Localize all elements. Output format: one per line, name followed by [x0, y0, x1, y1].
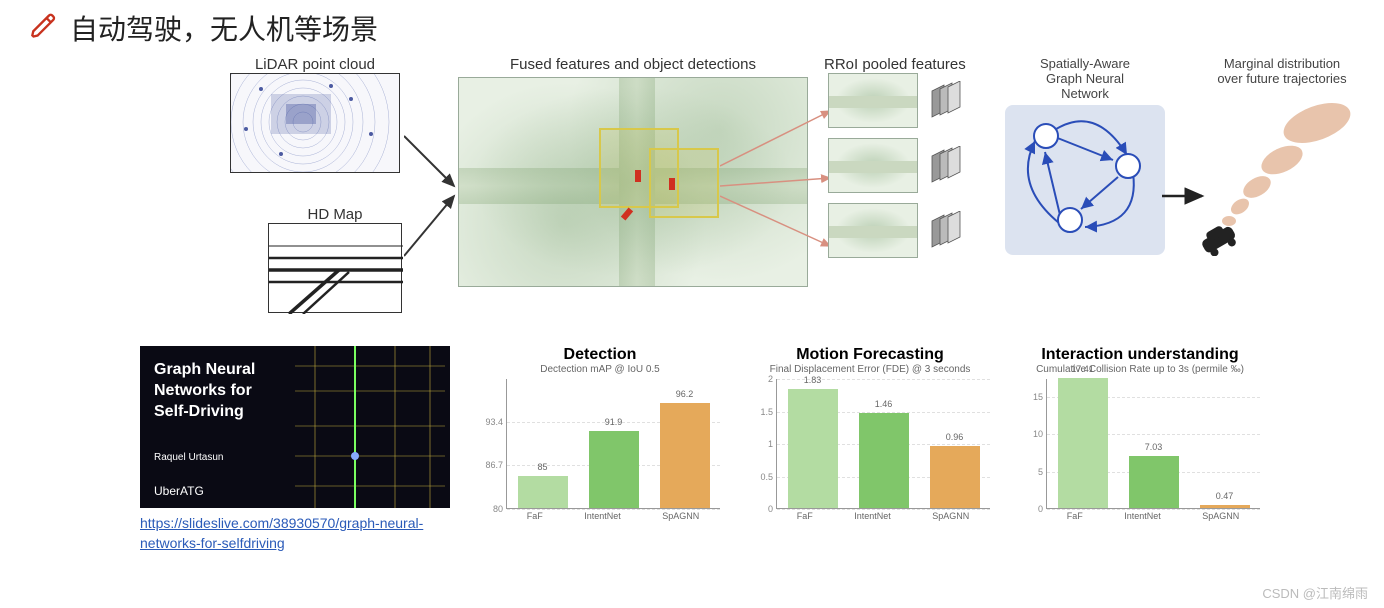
page-header: 自动驾驶，无人机等场景 [0, 0, 1384, 56]
bar-IntentNet: 91.9 [589, 431, 639, 508]
bar-SpAGNN: 96.2 [660, 403, 710, 508]
chart-interaction: Interaction understanding Cumulative Col… [1020, 346, 1260, 521]
chart-area: 00.511.52 1.83 1.46 0.96 [776, 379, 990, 509]
gnn-title-2: Graph Neural [1000, 71, 1170, 86]
chart-title: Detection [480, 346, 720, 364]
xlabel: SpAGNN [932, 511, 969, 521]
slide-thumbnail: Graph Neural Networks for Self-Driving R… [140, 346, 450, 553]
chart-title: Interaction understanding [1020, 346, 1260, 364]
xlabel: FaF [1067, 511, 1083, 521]
rroi-image [828, 203, 918, 258]
watermark: CSDN @江南绵雨 [1262, 583, 1368, 602]
lidar-block: LiDAR point cloud [230, 56, 400, 173]
hdmap-label: HD Map [268, 206, 402, 223]
slide-image: Graph Neural Networks for Self-Driving R… [140, 346, 450, 508]
cnn-stack-icon [926, 146, 966, 186]
car-icon [1196, 224, 1244, 256]
fused-label: Fused features and object detections [458, 56, 808, 73]
slide-link[interactable]: https://slideslive.com/38930570/graph-ne… [140, 514, 450, 553]
xlabel: FaF [527, 511, 543, 521]
bar-FaF: 85 [518, 476, 568, 509]
xlabel: SpAGNN [662, 511, 699, 521]
pencil-icon [30, 12, 58, 45]
bar-IntentNet: 7.03 [1129, 456, 1179, 508]
chart-subtitle: Dectection mAP @ IoU 0.5 [480, 364, 720, 375]
arrow-inputs-to-fused [404, 126, 464, 266]
rroi-item [828, 203, 1008, 258]
rroi-item [828, 73, 1008, 128]
chart-detection: Detection Dectection mAP @ IoU 0.5 8086.… [480, 346, 720, 521]
xlabel: FaF [797, 511, 813, 521]
rroi-label: RRoI pooled features [824, 56, 1008, 73]
chart-title: Motion Forecasting [750, 346, 990, 364]
chart-area: 051015 17.41 7.03 0.47 [1046, 379, 1260, 509]
xlabel: IntentNet [1124, 511, 1161, 521]
gnn-title-3: Network [1000, 86, 1170, 101]
marginal-title-1: Marginal distribution [1182, 56, 1382, 71]
bar-FaF: 17.41 [1058, 378, 1108, 508]
rroi-image [828, 73, 918, 128]
slide-map-icon [285, 346, 450, 508]
lidar-image [230, 73, 400, 173]
marginal-block: Marginal distribution over future trajec… [1182, 56, 1382, 266]
cnn-stack-icon [926, 81, 966, 121]
gnn-node [1033, 123, 1059, 149]
gnn-node [1115, 153, 1141, 179]
rroi-item [828, 138, 1008, 193]
gnn-panel [1005, 105, 1165, 255]
hdmap-block: HD Map [268, 206, 402, 313]
gnn-title-1: Spatially-Aware [1000, 56, 1170, 71]
rroi-image [828, 138, 918, 193]
bar-FaF: 1.83 [788, 389, 838, 508]
gnn-node [1057, 207, 1083, 233]
bar-IntentNet: 1.46 [859, 413, 909, 508]
chart-area: 8086.793.4 85 91.9 96.2 [506, 379, 720, 509]
xlabel: SpAGNN [1202, 511, 1239, 521]
cnn-stack-icon [926, 211, 966, 251]
trajectory-canvas [1182, 86, 1382, 266]
chart-subtitle: Final Displacement Error (FDE) @ 3 secon… [750, 364, 990, 375]
chart-subtitle: Cumulative Collision Rate up to 3s (perm… [1020, 364, 1260, 375]
pipeline-diagram: LiDAR point cloud HD Map [20, 56, 1364, 346]
slide-brand: UberATG [154, 484, 204, 498]
xlabel: IntentNet [854, 511, 891, 521]
bar-SpAGNN: 0.47 [1200, 505, 1250, 509]
gnn-block: Spatially-Aware Graph Neural Network [1000, 56, 1170, 255]
bottom-row: Graph Neural Networks for Self-Driving R… [0, 346, 1384, 553]
lidar-label: LiDAR point cloud [230, 56, 400, 73]
xlabel: IntentNet [584, 511, 621, 521]
marginal-title-2: over future trajectories [1182, 71, 1382, 86]
hdmap-image [268, 223, 402, 313]
bar-SpAGNN: 0.96 [930, 446, 980, 508]
chart-forecasting: Motion Forecasting Final Displacement Er… [750, 346, 990, 521]
rroi-block: RRoI pooled features [828, 56, 1008, 268]
page-title: 自动驾驶，无人机等场景 [70, 8, 378, 48]
